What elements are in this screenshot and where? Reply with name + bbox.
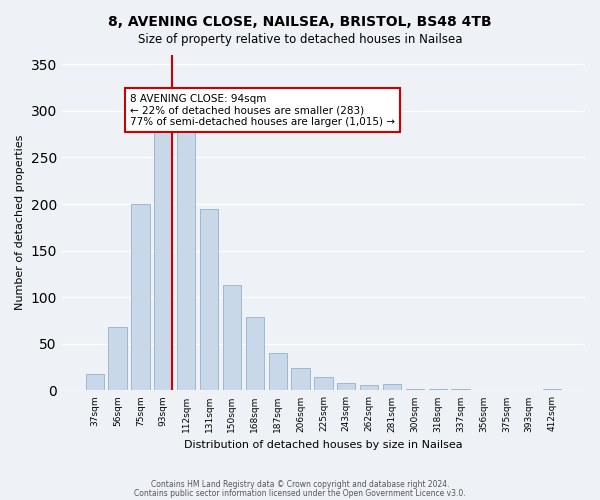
Bar (223, 285, 241, 391)
Text: Size of property relative to detached houses in Nailsea: Size of property relative to detached ho… (138, 32, 462, 46)
Bar (337, 383, 355, 390)
Bar (292, 368, 310, 390)
Text: 8, AVENING CLOSE, NAILSEA, BRISTOL, BS48 4TB: 8, AVENING CLOSE, NAILSEA, BRISTOL, BS48… (108, 15, 492, 29)
Bar (86, 374, 104, 390)
Bar (177, 132, 196, 390)
Bar (200, 208, 218, 390)
Bar (154, 132, 172, 390)
Bar (245, 317, 264, 390)
Bar (131, 204, 149, 390)
Y-axis label: Number of detached properties: Number of detached properties (15, 135, 25, 310)
Bar (406, 388, 424, 390)
Bar (269, 353, 287, 391)
Text: Contains HM Land Registry data © Crown copyright and database right 2024.: Contains HM Land Registry data © Crown c… (151, 480, 449, 489)
Text: Contains public sector information licensed under the Open Government Licence v3: Contains public sector information licen… (134, 488, 466, 498)
Bar (383, 384, 401, 390)
X-axis label: Distribution of detached houses by size in Nailsea: Distribution of detached houses by size … (184, 440, 463, 450)
Bar (314, 378, 332, 390)
Bar (360, 385, 378, 390)
Bar (543, 388, 561, 390)
Bar (109, 327, 127, 390)
Text: 8 AVENING CLOSE: 94sqm
← 22% of detached houses are smaller (283)
77% of semi-de: 8 AVENING CLOSE: 94sqm ← 22% of detached… (130, 94, 395, 127)
